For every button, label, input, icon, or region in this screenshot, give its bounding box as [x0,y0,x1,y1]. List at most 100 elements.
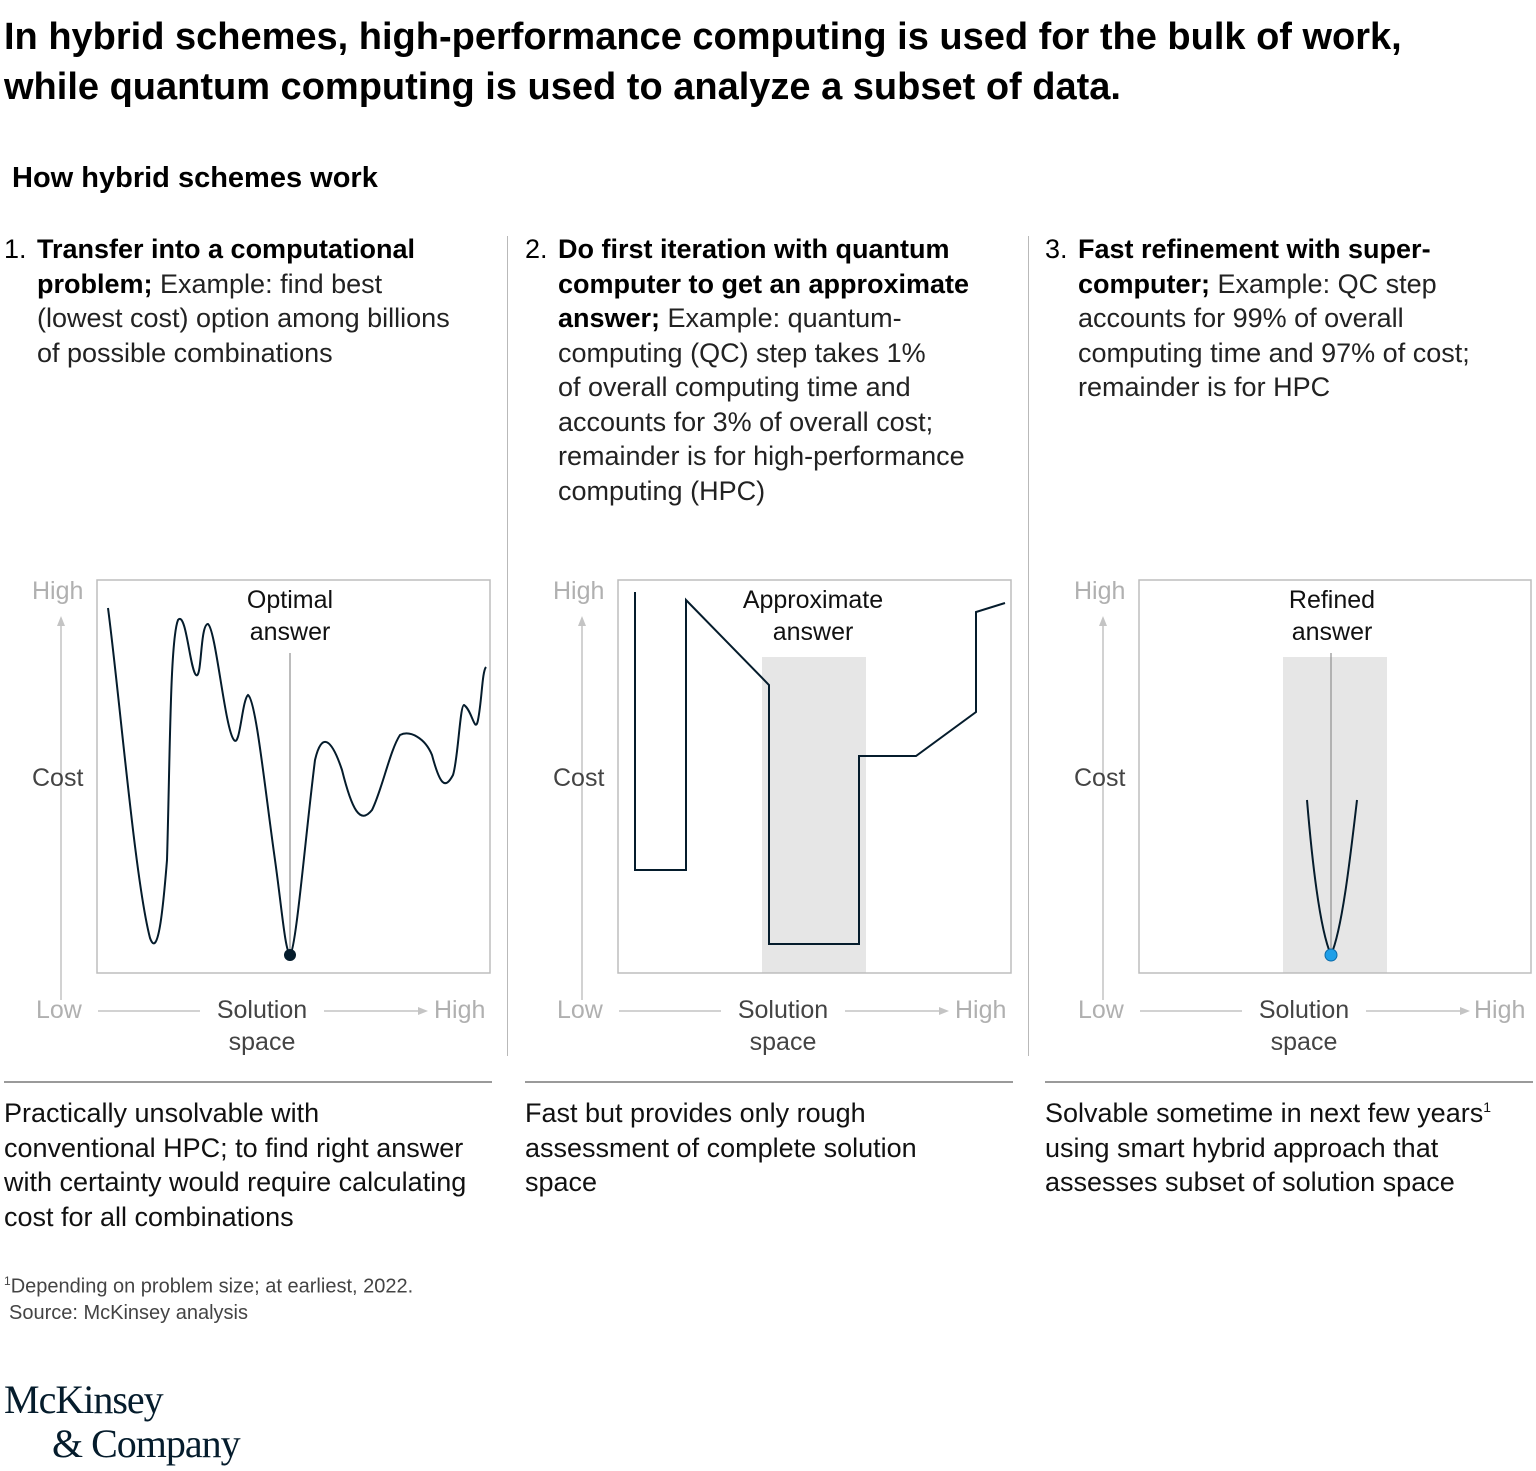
footnote-line-1: 1Depending on problem size; at earliest,… [4,1268,413,1300]
chart-3-x-label: Solution space [1234,994,1374,1058]
chart-2-x-label-line-1: Solution [737,996,829,1024]
panel-3-heading-desc: Example: QC step [1210,268,1437,299]
chart-3-annotation: Refined answer [1258,584,1406,648]
mckinsey-logo: McKinsey & Company [4,1377,241,1466]
chart-1-annotation: Optimal answer [210,584,370,648]
panel-1-desc-line: of possible combinations [37,337,333,368]
panel-3-desc-line: remainder is for HPC [1078,372,1331,402]
panel-3-outcome-line-1: Solvable sometime in next few years1 [1045,1096,1531,1131]
panel-1-outcome: Practically unsolvable with conventional… [4,1096,504,1234]
panel-2-desc-line: of overall computing time and [558,372,911,402]
panel-1-desc-line: (lowest cost) option among billions [37,303,450,333]
panel-1-heading-bold-2: problem; [37,268,153,299]
chart-2-annotation: Approximate answer [723,584,903,648]
panel-2-outcome-line: assessment of complete solution [525,1132,917,1163]
column-divider-2 [1028,236,1029,1056]
title-line-2: while quantum computing is used to analy… [4,66,1121,108]
panel-3-number: 3. [1045,234,1068,264]
panel-3-footnote-ref: 1 [1483,1099,1491,1115]
source-note: Source: McKinsey analysis [9,1301,248,1324]
title-line-1: In hybrid schemes, high-performance comp… [4,16,1402,58]
panel-3-desc-line: computing time and 97% of cost; [1078,337,1470,368]
chart-2-x-label: Solution space [713,994,853,1058]
chart-2-annotation-line-2: answer [772,618,854,646]
logo-line-2: & Company [52,1421,241,1466]
chart-2-svg [578,579,1012,1015]
chart-3-y-label: Cost [1074,764,1126,792]
chart-3-svg [1099,579,1532,1015]
chart-3-x-low: Low [1078,996,1124,1024]
panel-3-outcome-line: assesses subset of solution space [1045,1167,1455,1197]
chart-3-refined-dot [1324,948,1338,962]
panel-1-outcome-line: conventional HPC; to find right answer [4,1132,464,1163]
chart-1-annotation-line-1: Optimal [246,586,334,614]
panel-3-outcome-text: Solvable sometime in next few years [1045,1098,1484,1128]
panel-1-outcome-line: with certainty would require calculating [4,1167,467,1197]
chart-2: High Cost Low High Solution space Approx… [541,560,1061,1070]
chart-2-annotation-line-1: Approximate [742,586,884,614]
chart-3-x-arrowhead [1460,1007,1470,1015]
panel-1: 1. Transfer into a computational problem… [4,232,504,1232]
logo-line-1: McKinsey [4,1377,164,1422]
panel-2-number: 2. [525,234,548,264]
panel-1-heading-desc: Example: find best [152,268,383,299]
panel-1-outcome-line: Practically unsolvable with [4,1098,320,1128]
chart-2-highlight-band [762,657,866,973]
panel-3-desc-line: accounts for 99% of overall [1078,303,1404,333]
chart-2-y-arrowhead [578,616,586,626]
subtitle: How hybrid schemes work [12,162,378,194]
panel-3-heading-bold-1: Fast refinement with super- [1078,234,1431,264]
panel-2-heading-bold-3: answer; [558,303,661,333]
panel-2-heading: 2. Do first iteration with quantum compu… [525,232,1025,508]
chart-1-y-arrowhead [57,616,65,626]
panel-2-heading-desc: Example: quantum- [660,303,902,333]
chart-3-y-high: High [1074,577,1126,605]
chart-3-annotation-line-1: Refined [1288,586,1376,614]
chart-1: High Cost Low High Solution space Optima… [20,560,540,1070]
chart-2-y-label: Cost [553,764,605,792]
chart-2-x-high: High [955,996,1007,1024]
bottom-divider-1 [4,1081,492,1083]
chart-2-step-curve [634,592,1006,945]
page-title: In hybrid schemes, high-performance comp… [4,12,1524,112]
panel-3: 3. Fast refinement with super- computer;… [1045,232,1536,1232]
panel-2-outcome-line: space [525,1167,598,1197]
column-divider-1 [507,236,508,1056]
panel-3-heading: 3. Fast refinement with super- computer;… [1045,232,1536,405]
panel-2: 2. Do first iteration with quantum compu… [525,232,1025,1232]
chart-3: High Cost Low High Solution space Refine… [1062,560,1536,1070]
panel-2-outcome: Fast but provides only rough assessment … [525,1096,1025,1200]
chart-3-x-high: High [1474,996,1526,1024]
chart-1-x-low: Low [36,996,82,1024]
panel-2-desc-line: accounts for 3% of overall cost; [558,406,934,437]
chart-1-x-high: High [434,996,486,1024]
footnote: 1Depending on problem size; at earliest,… [4,1268,413,1326]
panel-2-desc-line: computing (QC) step takes 1% [558,337,926,368]
footnote-marker: 1 [4,1274,11,1288]
bottom-divider-2 [525,1081,1013,1083]
chart-3-x-label-line-1: Solution [1258,996,1350,1024]
chart-3-highlight-band [1283,657,1387,973]
chart-2-y-high: High [553,577,605,605]
chart-3-x-label-line-2: space [1270,1028,1338,1056]
panel-2-heading-bold-1: Do first iteration with quantum [558,234,950,264]
panel-1-outcome-line: cost for all combinations [4,1201,294,1232]
chart-1-cost-curve [107,607,487,957]
chart-1-y-label: Cost [32,764,84,792]
panel-3-outcome: Solvable sometime in next few years1 usi… [1045,1096,1531,1200]
panel-2-outcome-line: Fast but provides only rough [525,1098,866,1128]
panel-2-desc-line: computing (HPC) [558,475,766,506]
chart-2-x-low: Low [557,996,603,1024]
panel-2-heading-bold-2: computer to get an approximate [558,268,970,299]
panel-1-heading: 1. Transfer into a computational problem… [4,232,504,370]
chart-1-x-label: Solution space [192,994,332,1058]
chart-1-x-label-line-1: Solution [216,996,308,1024]
chart-3-annotation-line-2: answer [1291,618,1373,646]
chart-3-frame [1138,579,1532,974]
panel-2-desc-line: remainder is for high-performance [558,441,965,471]
chart-2-x-label-line-2: space [749,1028,817,1056]
chart-3-y-arrowhead [1099,616,1107,626]
footnote-text: Depending on problem size; at earliest, … [10,1275,414,1298]
panel-1-heading-bold-1: Transfer into a computational [37,234,416,264]
chart-2-x-arrowhead [939,1007,949,1015]
